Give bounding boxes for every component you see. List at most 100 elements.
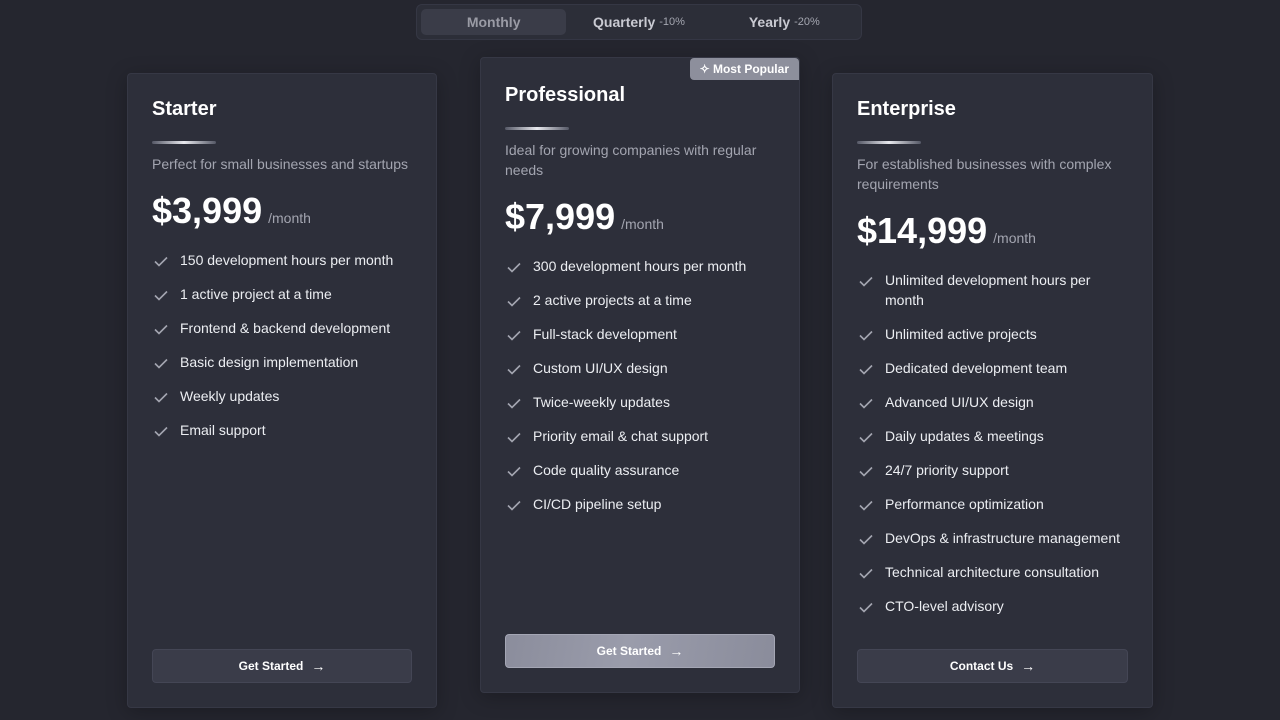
plan-name: Enterprise bbox=[857, 98, 956, 120]
check-icon bbox=[859, 602, 873, 613]
plan-card-professional: ✧ Most Popular Professional Ideal for gro… bbox=[480, 57, 800, 693]
toggle-label: Quarterly bbox=[593, 14, 656, 30]
feature-text: Technical architecture consultation bbox=[885, 564, 1100, 580]
check-icon bbox=[154, 426, 168, 437]
feature-text: Dedicated development team bbox=[885, 360, 1068, 376]
check-icon bbox=[859, 330, 873, 341]
feature-item: Frontend & backend development bbox=[152, 318, 412, 338]
feature-text: DevOps & infrastructure management bbox=[885, 530, 1120, 546]
feature-text: Twice-weekly updates bbox=[533, 394, 670, 410]
divider bbox=[857, 141, 921, 144]
feature-text: Basic design implementation bbox=[180, 354, 359, 370]
check-icon bbox=[507, 364, 521, 375]
get-started-button[interactable]: Get Started → bbox=[505, 634, 775, 668]
most-popular-badge: ✧ Most Popular bbox=[689, 58, 799, 80]
feature-item: Unlimited development hours per month bbox=[857, 270, 1128, 310]
check-icon bbox=[859, 568, 873, 579]
feature-text: Unlimited development hours per month bbox=[885, 272, 1091, 308]
feature-item: Full-stack development bbox=[505, 324, 775, 344]
feature-item: CTO-level advisory bbox=[857, 596, 1128, 616]
feature-item: DevOps & infrastructure management bbox=[857, 528, 1128, 548]
feature-text: Email support bbox=[180, 422, 266, 438]
sparkle-icon: ✧ bbox=[699, 62, 713, 76]
feature-list: 150 development hours per month 1 active … bbox=[152, 250, 412, 454]
toggle-label: Monthly bbox=[466, 14, 521, 30]
feature-item: 300 development hours per month bbox=[505, 256, 775, 276]
feature-text: Advanced UI/UX design bbox=[885, 394, 1034, 410]
price-period: /month bbox=[268, 210, 311, 226]
check-icon bbox=[859, 432, 873, 443]
check-icon bbox=[154, 256, 168, 267]
discount-label: -10% bbox=[659, 16, 685, 28]
check-icon bbox=[507, 432, 521, 443]
feature-item: Dedicated development team bbox=[857, 358, 1128, 378]
check-icon bbox=[859, 500, 873, 511]
plan-name: Starter bbox=[152, 98, 217, 120]
feature-text: Full-stack development bbox=[533, 326, 677, 342]
feature-list: Unlimited development hours per month Unl… bbox=[857, 270, 1128, 630]
check-icon bbox=[507, 296, 521, 307]
price: $7,999/month bbox=[505, 196, 775, 238]
check-icon bbox=[859, 398, 873, 409]
button-label: Get Started bbox=[238, 659, 304, 673]
toggle-label: Yearly bbox=[748, 14, 791, 30]
feature-text: CTO-level advisory bbox=[885, 598, 1004, 614]
feature-item: Technical architecture consultation bbox=[857, 562, 1128, 582]
get-started-button[interactable]: Get Started → bbox=[152, 649, 412, 683]
plan-description: For established businesses with complex … bbox=[857, 156, 1112, 192]
button-label: Get Started bbox=[596, 644, 662, 658]
price: $14,999/month bbox=[857, 210, 1128, 252]
feature-text: 24/7 priority support bbox=[885, 462, 1009, 478]
feature-text: Unlimited active projects bbox=[885, 326, 1037, 342]
check-icon bbox=[507, 466, 521, 477]
feature-item: Performance optimization bbox=[857, 494, 1128, 514]
check-icon bbox=[154, 358, 168, 369]
divider bbox=[152, 141, 216, 144]
plan-card-starter: Starter Perfect for small businesses and… bbox=[127, 73, 437, 708]
feature-item: CI/CD pipeline setup bbox=[505, 494, 775, 514]
plan-description: Ideal for growing companies with regular… bbox=[505, 142, 757, 178]
price-amount: $3,999 bbox=[152, 190, 263, 231]
feature-text: Weekly updates bbox=[180, 388, 280, 404]
feature-list: 300 development hours per month 2 active … bbox=[505, 256, 775, 528]
feature-item: Advanced UI/UX design bbox=[857, 392, 1128, 412]
feature-item: Code quality assurance bbox=[505, 460, 775, 480]
arrow-right-icon: → bbox=[311, 658, 326, 674]
toggle-yearly[interactable]: Yearly -20% bbox=[712, 9, 857, 35]
feature-item: Basic design implementation bbox=[152, 352, 412, 372]
check-icon bbox=[507, 330, 521, 341]
badge-label: Most Popular bbox=[712, 62, 789, 76]
check-icon bbox=[154, 392, 168, 403]
feature-text: 150 development hours per month bbox=[180, 252, 394, 268]
feature-text: Performance optimization bbox=[885, 496, 1044, 512]
contact-us-button[interactable]: Contact Us → bbox=[857, 649, 1128, 683]
feature-item: 2 active projects at a time bbox=[505, 290, 775, 310]
price-amount: $7,999 bbox=[505, 196, 616, 237]
feature-item: 24/7 priority support bbox=[857, 460, 1128, 480]
feature-item: 150 development hours per month bbox=[152, 250, 412, 270]
check-icon bbox=[507, 398, 521, 409]
feature-text: Daily updates & meetings bbox=[885, 428, 1044, 444]
check-icon bbox=[154, 290, 168, 301]
feature-item: Priority email & chat support bbox=[505, 426, 775, 446]
feature-item: Daily updates & meetings bbox=[857, 426, 1128, 446]
feature-item: Unlimited active projects bbox=[857, 324, 1128, 344]
plan-description: Perfect for small businesses and startup… bbox=[152, 156, 409, 172]
arrow-right-icon: → bbox=[1021, 658, 1036, 674]
toggle-monthly[interactable]: Monthly bbox=[421, 9, 567, 35]
feature-item: 1 active project at a time bbox=[152, 284, 412, 304]
plan-card-enterprise: Enterprise For established businesses wi… bbox=[832, 73, 1153, 708]
feature-item: Email support bbox=[152, 420, 412, 440]
toggle-quarterly[interactable]: Quarterly -10% bbox=[566, 9, 711, 35]
divider bbox=[505, 127, 569, 130]
feature-text: CI/CD pipeline setup bbox=[533, 496, 662, 512]
feature-item: Weekly updates bbox=[152, 386, 412, 406]
check-icon bbox=[507, 500, 521, 511]
plan-name: Professional bbox=[505, 84, 626, 106]
check-icon bbox=[859, 364, 873, 375]
check-icon bbox=[859, 276, 873, 287]
price: $3,999/month bbox=[152, 190, 412, 232]
price-period: /month bbox=[621, 216, 664, 232]
feature-text: 2 active projects at a time bbox=[533, 292, 692, 308]
discount-label: -20% bbox=[794, 16, 820, 28]
